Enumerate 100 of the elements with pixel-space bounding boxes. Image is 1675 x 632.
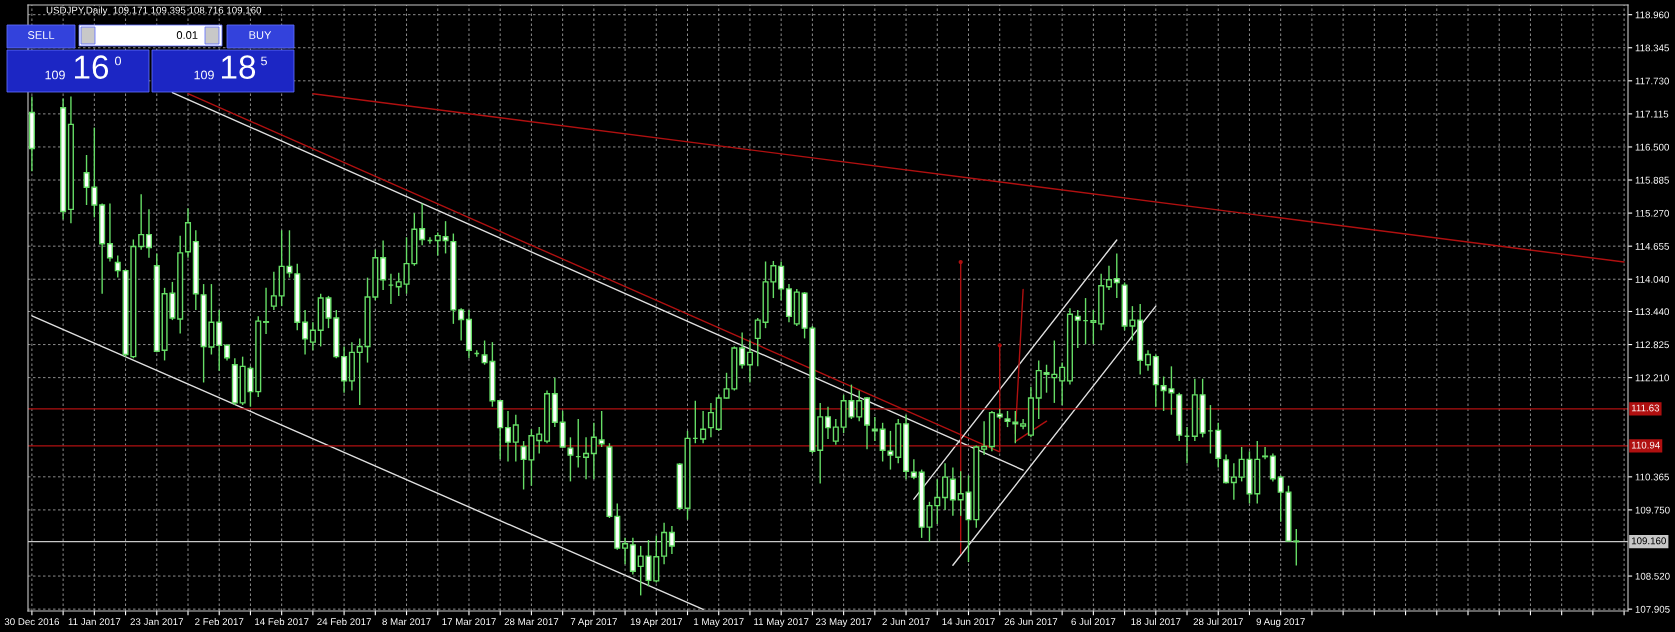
candlestick (138, 193, 145, 251)
y-tick-label: 118.960 (1635, 11, 1669, 19)
y-tick-label: 107.905 (1635, 605, 1670, 613)
candlestick (622, 537, 629, 565)
x-tick-label: 18 Jul 2017 (1131, 617, 1181, 626)
candlestick (583, 436, 590, 480)
annotation: 0 (115, 56, 121, 66)
candlestick (106, 202, 113, 263)
candlestick (512, 414, 519, 463)
candlestick (1012, 410, 1019, 444)
x-tick-label: 14 Jun 2017 (942, 618, 995, 626)
ref-line-label: 109.160 (1631, 537, 1666, 545)
x-tick-label: 6 Jul 2017 (1071, 617, 1116, 626)
candlestick (1269, 452, 1276, 483)
candlestick (458, 307, 465, 342)
candlestick (1090, 309, 1097, 345)
candlestick (380, 239, 387, 291)
x-tick-label: 23 May 2017 (816, 618, 872, 628)
candlestick (395, 272, 402, 297)
candlestick (263, 287, 270, 335)
candlestick (1230, 462, 1237, 501)
candlestick (739, 331, 746, 370)
candlestick (707, 402, 714, 439)
candlestick (590, 422, 597, 480)
y-tick-label: 112.825 (1635, 341, 1669, 349)
candlestick (871, 416, 878, 442)
annotation: SELL (27, 31, 55, 39)
candlestick (114, 254, 121, 279)
candlestick (746, 339, 753, 384)
x-tick-label: 30 Dec 2016 (4, 618, 60, 626)
x-tick-label: 11 Jan 2017 (68, 618, 121, 626)
ref-line-label: 111.63 (1631, 404, 1660, 412)
x-tick-label: 28 Jul 2017 (1193, 617, 1243, 626)
candlestick (824, 405, 832, 440)
x-tick-label: 19 Apr 2017 (630, 618, 683, 628)
candlestick (504, 410, 512, 463)
x-tick-label: 14 Feb 2017 (255, 617, 309, 626)
annotation: 18 (222, 55, 256, 79)
candlestick (887, 430, 894, 471)
candlestick (1144, 349, 1152, 372)
x-tick-label: 11 May 2017 (754, 618, 809, 628)
candlestick (668, 525, 675, 555)
y-tick-label: 116.500 (1635, 143, 1669, 151)
annotation: 16 (75, 55, 109, 79)
candlestick (754, 317, 761, 368)
candlestick (419, 202, 426, 247)
x-tick-label: 8 Mar 2017 (382, 618, 431, 626)
y-tick-label: 115.885 (1635, 176, 1669, 184)
y-tick-label: 118.345 (1635, 44, 1669, 52)
candlestick (1059, 361, 1066, 406)
candlestick (661, 522, 668, 565)
annotation: 5 (261, 56, 267, 66)
candlestick (536, 426, 543, 455)
candlestick (302, 309, 309, 356)
candlestick (700, 410, 707, 444)
candlestick (1113, 252, 1120, 299)
y-tick-label: 117.730 (1635, 77, 1669, 85)
candlestick (270, 271, 277, 311)
annotation: 109 (194, 70, 214, 80)
candlestick (1105, 265, 1113, 291)
candlestick (910, 458, 917, 480)
y-tick-label: 110.365 (1635, 473, 1669, 481)
chart-title: USDJPY,Daily 109.171 109.395 108.716 109.160 (46, 6, 262, 16)
candlestick (216, 309, 223, 372)
y-tick-label: 108.520 (1635, 572, 1670, 580)
annotation: BUY (249, 31, 272, 39)
candlestick (1262, 446, 1269, 461)
y-tick-label: 113.440 (1635, 308, 1669, 316)
candlestick (145, 208, 153, 259)
x-tick-label: 28 Mar 2017 (504, 618, 559, 626)
candlestick (309, 321, 316, 351)
annotation: 0.01 (176, 31, 198, 39)
candlestick (856, 389, 863, 422)
x-tick-label: 24 Feb 2017 (317, 617, 371, 626)
candlestick (434, 231, 441, 257)
x-tick-label: 9 Aug 2017 (1256, 618, 1305, 628)
y-tick-label: 117.115 (1635, 110, 1669, 118)
candlestick (1074, 309, 1081, 349)
candlestick (981, 420, 988, 456)
y-tick-label: 109.750 (1635, 506, 1670, 514)
x-tick-label: 23 Jan 2017 (130, 618, 184, 626)
candlestick (942, 462, 949, 511)
candlestick (778, 260, 785, 301)
x-tick-label: 26 Jun 2017 (1004, 618, 1058, 626)
x-tick-label: 1 May 2017 (694, 618, 744, 628)
candlestick (949, 466, 956, 517)
x-tick-label: 7 Apr 2017 (570, 618, 617, 628)
y-tick-label: 115.270 (1635, 209, 1669, 217)
y-tick-label: 114.655 (1635, 242, 1669, 250)
x-tick-label: 2 Feb 2017 (195, 617, 244, 626)
candlestick (832, 418, 839, 446)
y-tick-label: 112.210 (1635, 374, 1669, 382)
candlestick (598, 410, 605, 448)
ref-line-label: 110.94 (1631, 441, 1660, 449)
candlestick (1223, 453, 1230, 485)
y-tick-label: 114.040 (1635, 275, 1669, 283)
candlestick (442, 220, 449, 255)
candlestick (934, 478, 941, 525)
annotation: 109 (45, 70, 65, 80)
x-tick-label: 17 Mar 2017 (442, 618, 496, 626)
